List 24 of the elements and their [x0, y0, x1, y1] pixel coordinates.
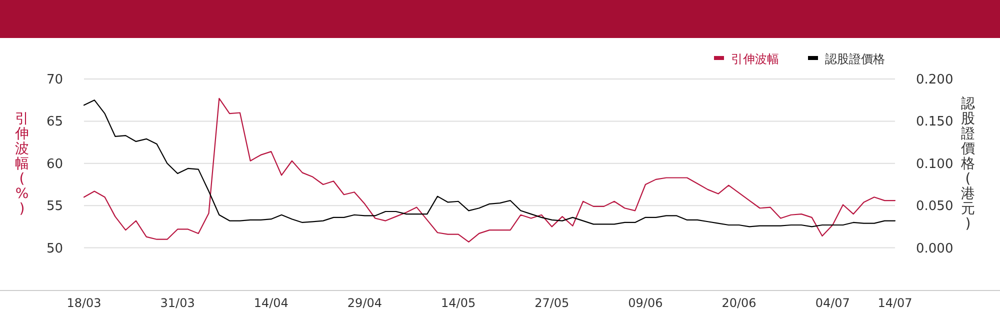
y2-tick-label: 0.100 [916, 156, 954, 172]
x-tick-label: 29/04 [347, 296, 382, 310]
x-tick-label: 18/03 [66, 296, 102, 310]
x-tick-label: 14/04 [254, 296, 288, 310]
x-tick-label: 27/05 [534, 296, 570, 310]
x-tick-label: 14/05 [441, 296, 476, 310]
y-axis-title: 引伸波幅(%) [14, 111, 29, 217]
x-tick-label: 14/07 [878, 296, 912, 310]
y2-tick-label: 0.150 [916, 114, 954, 130]
legend-label: 引伸波幅 [731, 52, 779, 66]
y-tick-label: 65 [46, 114, 63, 130]
y-tick-label: 60 [46, 156, 63, 172]
text: 認股證價格(港元) [961, 96, 975, 232]
x-tick-label: 09/06 [628, 296, 663, 310]
y-tick-label: 70 [46, 72, 63, 88]
y-tick-label: 50 [46, 241, 63, 256]
x-tick-label: 20/06 [722, 296, 756, 310]
y2-tick-label: 0.200 [916, 72, 954, 88]
y2-tick-label: 0.000 [916, 241, 954, 256]
x-tick-label: 31/03 [160, 296, 195, 310]
y-tick-label: 55 [46, 199, 63, 214]
y2-tick-label: 0.050 [916, 199, 954, 214]
x-tick-label: 04/07 [815, 296, 850, 310]
legend-label: 認股證價格 [825, 52, 885, 66]
